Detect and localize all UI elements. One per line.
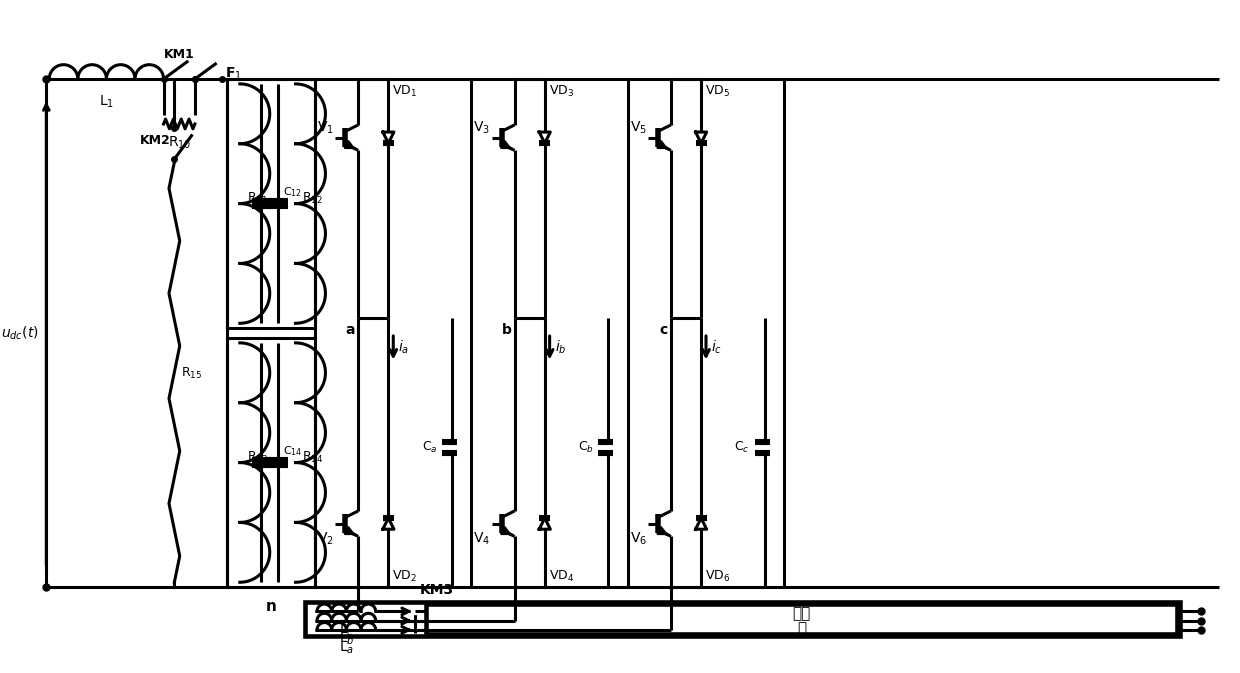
Text: V$_5$: V$_5$ <box>630 120 647 136</box>
Text: C$_{14}$: C$_{14}$ <box>283 444 303 458</box>
Text: V$_2$: V$_2$ <box>317 530 334 546</box>
Text: V$_4$: V$_4$ <box>474 530 490 546</box>
Text: VD$_5$: VD$_5$ <box>706 84 730 99</box>
Text: a: a <box>346 323 355 337</box>
Text: R$_{14}$: R$_{14}$ <box>303 450 324 465</box>
Text: VD$_2$: VD$_2$ <box>392 569 417 584</box>
Text: KM2: KM2 <box>140 134 170 147</box>
Text: V$_3$: V$_3$ <box>474 120 490 136</box>
Text: C$_a$: C$_a$ <box>422 440 438 456</box>
Text: L$_1$: L$_1$ <box>99 94 114 110</box>
Text: VD$_6$: VD$_6$ <box>706 569 730 584</box>
Text: VD$_3$: VD$_3$ <box>548 84 574 99</box>
Text: C$_c$: C$_c$ <box>734 440 750 456</box>
Text: c: c <box>660 323 668 337</box>
Text: F$_1$: F$_1$ <box>226 66 242 82</box>
Text: R$_{10}$: R$_{10}$ <box>167 135 191 151</box>
Text: L$_b$: L$_b$ <box>339 631 355 647</box>
Text: $i_c$: $i_c$ <box>711 339 722 357</box>
Bar <box>227 338 315 587</box>
Text: R$_{15}$: R$_{15}$ <box>181 365 202 381</box>
Text: KM1: KM1 <box>164 48 195 61</box>
Text: n: n <box>265 599 277 614</box>
Bar <box>427 604 1177 634</box>
Text: C$_{12}$: C$_{12}$ <box>283 185 301 199</box>
Text: KM3: KM3 <box>419 583 454 597</box>
Text: VD$_4$: VD$_4$ <box>548 569 574 584</box>
Text: R$_{13}$: R$_{13}$ <box>247 450 268 465</box>
Text: C$_{11}$: C$_{11}$ <box>267 197 285 211</box>
Text: C$_b$: C$_b$ <box>578 440 594 456</box>
Text: R$_{12}$: R$_{12}$ <box>303 191 324 206</box>
Text: V$_6$: V$_6$ <box>630 530 647 546</box>
Text: C$_{13}$: C$_{13}$ <box>267 456 285 470</box>
Bar <box>305 602 1180 636</box>
Text: $i_b$: $i_b$ <box>554 339 567 357</box>
Text: 滤波: 滤波 <box>792 606 811 622</box>
Text: $u_{dc}(t)$: $u_{dc}(t)$ <box>1 324 38 342</box>
Text: L$_a$: L$_a$ <box>339 639 353 656</box>
Text: VD$_1$: VD$_1$ <box>392 84 418 99</box>
Text: V$_1$: V$_1$ <box>317 120 334 136</box>
Text: b: b <box>502 323 512 337</box>
Text: 器: 器 <box>797 621 806 636</box>
Bar <box>227 79 315 328</box>
Text: L$_c$: L$_c$ <box>339 621 353 637</box>
Text: R$_{11}$: R$_{11}$ <box>247 191 268 206</box>
Text: $i_a$: $i_a$ <box>398 339 409 357</box>
